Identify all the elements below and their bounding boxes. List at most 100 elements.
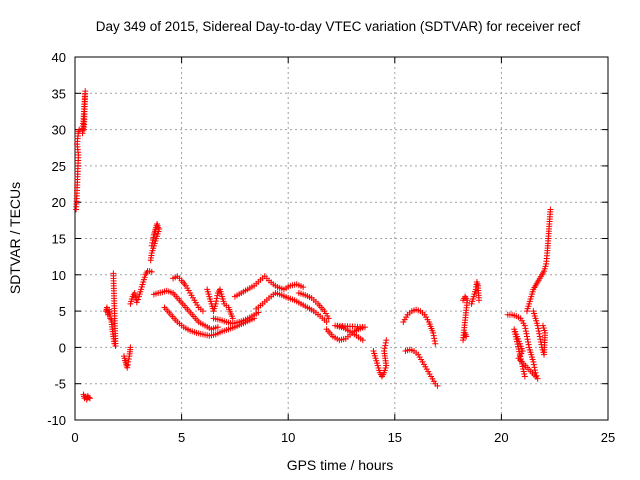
data-point-interp bbox=[382, 342, 389, 349]
data-point-interp bbox=[536, 330, 543, 337]
y-tick-label: 10 bbox=[52, 268, 66, 283]
data-point-interp bbox=[523, 330, 530, 337]
data-point-interp bbox=[213, 295, 220, 302]
data-point bbox=[430, 329, 437, 336]
data-point bbox=[85, 394, 92, 401]
y-tick-label: 5 bbox=[59, 304, 66, 319]
series-hour12-14-cluster bbox=[323, 322, 368, 344]
data-point bbox=[86, 395, 93, 402]
x-axis: 0 5 10 15 20 25 bbox=[71, 57, 615, 445]
x-tick-label: 0 bbox=[71, 430, 78, 445]
data-point bbox=[80, 126, 87, 133]
data-point-interp bbox=[535, 328, 542, 335]
series-hour20-22-cluster bbox=[504, 311, 541, 382]
series-early-high-spike bbox=[73, 126, 83, 213]
data-point bbox=[147, 257, 154, 264]
data-point-interp bbox=[382, 339, 389, 346]
chart-title: Day 349 of 2015, Sidereal Day-to-day VTE… bbox=[96, 19, 581, 34]
data-point bbox=[325, 315, 332, 322]
data-point-interp bbox=[430, 332, 437, 339]
data-point-interp bbox=[531, 367, 538, 374]
series-hour18-cluster-a bbox=[460, 293, 471, 344]
data-point bbox=[434, 382, 441, 389]
data-point bbox=[523, 333, 530, 340]
y-tick-label: 40 bbox=[52, 50, 66, 65]
series-hour15-17-upper bbox=[400, 306, 439, 347]
data-point-interp bbox=[531, 364, 538, 371]
data-point bbox=[521, 322, 528, 329]
x-tick-label: 20 bbox=[494, 430, 508, 445]
series-hour15-17-lower bbox=[402, 346, 441, 389]
data-point bbox=[148, 268, 155, 275]
data-point-interp bbox=[524, 336, 531, 343]
data-point-interp bbox=[522, 328, 529, 335]
x-axis-label: GPS time / hours bbox=[287, 457, 394, 473]
series-hour7-9-rise bbox=[231, 273, 307, 300]
data-point bbox=[199, 308, 206, 315]
series-hour2-5-rise bbox=[127, 268, 155, 307]
x-tick-label: 10 bbox=[281, 430, 295, 445]
series-hour14-dip bbox=[370, 337, 390, 380]
data-point-interp bbox=[537, 336, 544, 343]
series-hour10-12-upper bbox=[295, 289, 332, 322]
y-axis-label: SDTVAR / TECUs bbox=[7, 182, 23, 294]
y-tick-label: 15 bbox=[52, 232, 66, 247]
data-point-interp bbox=[431, 335, 438, 342]
data-point bbox=[125, 358, 132, 365]
data-point bbox=[383, 337, 390, 344]
series-hour7-9-band bbox=[210, 309, 262, 327]
series-hour21-22-drop bbox=[530, 308, 549, 358]
y-tick-label: 25 bbox=[52, 159, 66, 174]
data-point-interp bbox=[150, 234, 157, 241]
series-hour8-11-arc bbox=[253, 289, 330, 325]
data-point bbox=[124, 364, 131, 371]
data-point-interp bbox=[125, 356, 132, 363]
grid-lines bbox=[75, 57, 608, 420]
series-early-top bbox=[79, 88, 89, 137]
data-point-interp bbox=[530, 361, 537, 368]
data-point-interp bbox=[525, 341, 532, 348]
y-tick-label: 35 bbox=[52, 86, 66, 101]
data-point bbox=[127, 344, 134, 351]
data-point-interp bbox=[431, 338, 438, 345]
y-tick-label: -5 bbox=[54, 377, 66, 392]
data-points bbox=[73, 88, 554, 403]
x-tick-label: 5 bbox=[178, 430, 185, 445]
data-point bbox=[539, 322, 546, 329]
y-axis: -10 -5 0 5 10 15 20 25 30 35 40 bbox=[47, 50, 608, 428]
data-point bbox=[521, 373, 528, 380]
series-hour2-5-dip bbox=[121, 344, 134, 371]
data-point bbox=[133, 299, 140, 306]
data-point-interp bbox=[535, 325, 542, 332]
series-hour21-22-rise bbox=[523, 206, 554, 315]
data-point bbox=[323, 318, 330, 325]
data-point-interp bbox=[381, 345, 388, 352]
data-point-interp bbox=[124, 361, 131, 368]
data-point bbox=[463, 333, 470, 340]
series-hour4-arc-lower bbox=[170, 273, 206, 315]
data-point bbox=[547, 206, 554, 213]
data-point bbox=[212, 300, 219, 307]
data-point bbox=[359, 337, 366, 344]
series-hour3-arc-upper bbox=[150, 287, 221, 333]
data-point bbox=[214, 324, 221, 331]
y-tick-label: 30 bbox=[52, 123, 66, 138]
series-hour2-drop bbox=[102, 270, 119, 349]
data-point bbox=[530, 358, 537, 365]
data-point bbox=[536, 333, 543, 340]
data-point bbox=[381, 348, 388, 355]
x-tick-label: 15 bbox=[388, 430, 402, 445]
data-point bbox=[476, 297, 483, 304]
series-early-low bbox=[80, 391, 93, 403]
data-point-interp bbox=[134, 296, 141, 303]
data-point bbox=[229, 315, 236, 322]
y-tick-label: 0 bbox=[59, 340, 66, 355]
data-point-interp bbox=[213, 298, 220, 305]
x-tick-label: 25 bbox=[601, 430, 615, 445]
series-hour6-8-mid bbox=[204, 286, 236, 322]
series-hour3-8-peak bbox=[147, 220, 163, 264]
data-point bbox=[255, 309, 262, 316]
data-point bbox=[432, 340, 439, 347]
data-point bbox=[534, 322, 541, 329]
